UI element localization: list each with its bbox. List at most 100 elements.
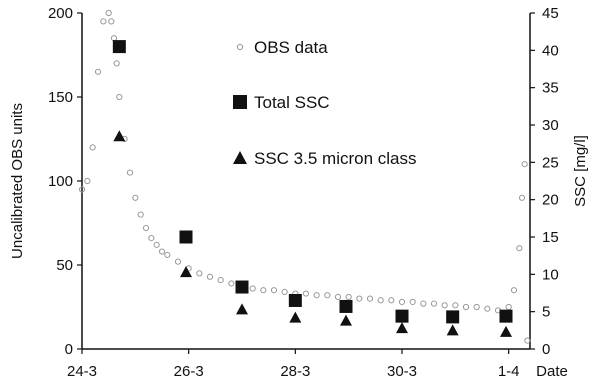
obs-data-point	[206, 273, 214, 280]
obs-data-point	[366, 295, 374, 302]
ssc-3-5-micron-point	[396, 322, 408, 334]
right-tick-label: 30	[542, 117, 559, 134]
right-tick-label: 15	[542, 229, 559, 246]
obs-data-point	[270, 287, 278, 294]
obs-data-point	[153, 241, 160, 248]
obs-data-point	[217, 277, 224, 284]
right-axis-title: SSC [mg/l]	[572, 135, 589, 207]
ssc-3-5-micron-point	[289, 311, 302, 323]
obs-data-point	[281, 288, 288, 295]
obs-data-point	[78, 186, 86, 193]
obs-data-point	[409, 298, 416, 306]
axes-layer: 0 50 100 150 200 0 5 10 15 20 25 30 35 40 45 24-3 26-3 28…	[9, 5, 589, 380]
right-tick-label: 35	[542, 80, 559, 97]
obs-data-point	[524, 337, 531, 344]
ssc-3-5-micron-point	[500, 325, 512, 337]
obs-data-point	[377, 297, 384, 304]
obs-data-point	[249, 285, 256, 292]
obs-data-point	[116, 93, 123, 101]
obs-data-point	[388, 297, 395, 304]
x-tick-label: 26-3	[174, 363, 204, 380]
legend-total-ssc-marker	[233, 95, 247, 109]
obs-data-point	[398, 298, 406, 306]
obs-data-point	[228, 280, 235, 287]
obs-data-point	[132, 194, 139, 201]
total-ssc-point	[235, 280, 249, 294]
right-tick-label: 0	[542, 341, 550, 358]
obs-data-point	[518, 194, 526, 201]
total-ssc-point	[112, 40, 126, 54]
ssc-3-5-micron-point	[180, 266, 192, 278]
legend-ssc-3-5-label: SSC 3.5 micron class	[254, 149, 417, 168]
obs-data-point	[505, 303, 512, 311]
total-ssc-point	[395, 309, 409, 323]
obs-data-point	[313, 292, 320, 299]
obs-data-point	[302, 290, 310, 297]
left-tick-label: 100	[48, 173, 73, 190]
obs-data-point	[105, 9, 112, 17]
obs-data-point	[420, 300, 427, 307]
right-tick-label: 45	[542, 5, 559, 22]
total-ssc-point	[339, 299, 353, 313]
legend-obs-label: OBS data	[254, 38, 328, 57]
obs-data-point	[110, 35, 118, 42]
obs-data-point	[142, 224, 150, 232]
x-tick-label: 1-4	[498, 363, 520, 380]
obs-data-point	[108, 18, 115, 25]
obs-data-point	[484, 305, 491, 312]
legend-obs-marker	[236, 43, 244, 51]
obs-data-point	[441, 302, 448, 309]
right-tick-label: 40	[542, 42, 559, 59]
obs-data-point	[356, 295, 363, 302]
obs-data-point	[196, 270, 203, 277]
obs-data-point	[113, 60, 120, 67]
ssc-layer	[112, 40, 513, 337]
obs-data-point	[345, 293, 352, 301]
obs-data-point	[158, 248, 166, 255]
obs-data-point	[137, 211, 144, 218]
right-tick-label: 20	[542, 192, 559, 209]
left-tick-label: 150	[48, 89, 73, 106]
right-tick-label: 10	[542, 266, 559, 283]
x-tick-label: 28-3	[280, 363, 310, 380]
obs-data-layer	[78, 9, 531, 344]
obs-data-point	[462, 303, 470, 311]
ssc-3-5-micron-point	[340, 314, 352, 326]
right-tick-label: 25	[542, 154, 559, 171]
obs-data-point	[324, 292, 331, 299]
total-ssc-point	[179, 230, 193, 244]
right-tick-label: 5	[542, 304, 550, 321]
ssc-3-5-micron-point	[236, 303, 248, 315]
obs-data-point	[89, 144, 96, 151]
obs-data-point	[473, 303, 480, 311]
left-tick-label: 50	[56, 257, 73, 274]
left-axis-title: Uncalibrated OBS units	[9, 103, 26, 259]
left-tick-label: 200	[48, 5, 73, 22]
obs-data-point	[452, 302, 459, 309]
obs-data-point	[164, 251, 171, 259]
x-tick-label: 30-3	[387, 363, 417, 380]
obs-data-point	[84, 177, 91, 185]
legend: OBS data Total SSC SSC 3.5 micron class	[233, 38, 417, 168]
obs-data-point	[260, 287, 267, 294]
obs-data-point	[430, 300, 438, 307]
ssc-3-5-micron-point	[446, 324, 459, 336]
total-ssc-point	[446, 310, 460, 324]
obs-data-point	[126, 169, 134, 176]
total-ssc-point	[288, 293, 302, 307]
x-tick-label: 24-3	[67, 363, 97, 380]
legend-ssc-3-5-marker	[233, 151, 247, 164]
ssc-3-5-micron-point	[113, 130, 126, 142]
x-axis-title: Date	[536, 363, 568, 380]
obs-data-point	[516, 245, 523, 252]
obs-data-point	[521, 161, 528, 168]
obs-data-point	[510, 287, 518, 294]
total-ssc-point	[499, 309, 513, 323]
left-tick-label: 0	[65, 341, 73, 358]
obs-data-point	[100, 18, 107, 25]
obs-data-point	[334, 293, 342, 301]
obs-data-point	[174, 258, 182, 265]
legend-total-ssc-label: Total SSC	[254, 93, 330, 112]
